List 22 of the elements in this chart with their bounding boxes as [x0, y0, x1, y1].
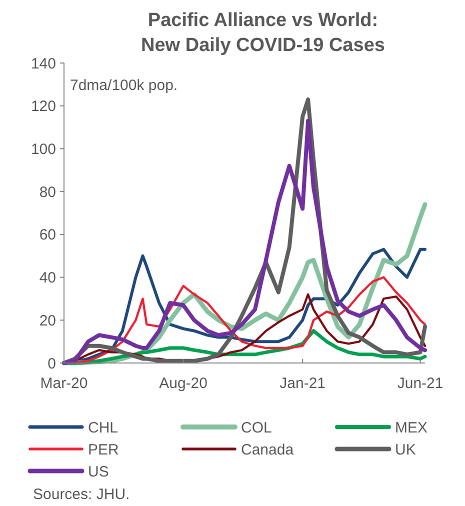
legend-label: Canada	[241, 441, 294, 458]
x-tick-label: Jun-21	[397, 375, 444, 392]
legend-label: US	[88, 463, 109, 480]
y-tick-label: 80	[39, 184, 56, 201]
y-tick-label: 0	[48, 355, 56, 372]
legend-label: UK	[395, 441, 416, 458]
y-tick-label: 120	[30, 98, 56, 116]
legend-label: CHL	[88, 419, 118, 436]
x-tick-label: Jan-21	[280, 375, 326, 392]
legend-label: MEX	[395, 419, 428, 436]
y-tick-label: 140	[30, 55, 56, 72]
y-tick-label: 40	[39, 270, 56, 287]
y-axis-title: 7dma/100k pop.	[70, 77, 178, 94]
legend-label: COL	[241, 419, 272, 436]
y-tick-label: 20	[39, 312, 56, 330]
y-tick-label: 60	[39, 226, 56, 244]
legend-label: PER	[88, 441, 120, 458]
x-tick-label: Mar-20	[40, 375, 88, 392]
source-note: Sources: JHU.	[33, 486, 130, 503]
x-tick-label: Aug-20	[159, 375, 208, 392]
chart-title: Pacific Alliance vs World: New Daily COVID-19 Cases	[141, 10, 385, 56]
y-tick-label: 100	[30, 140, 56, 158]
